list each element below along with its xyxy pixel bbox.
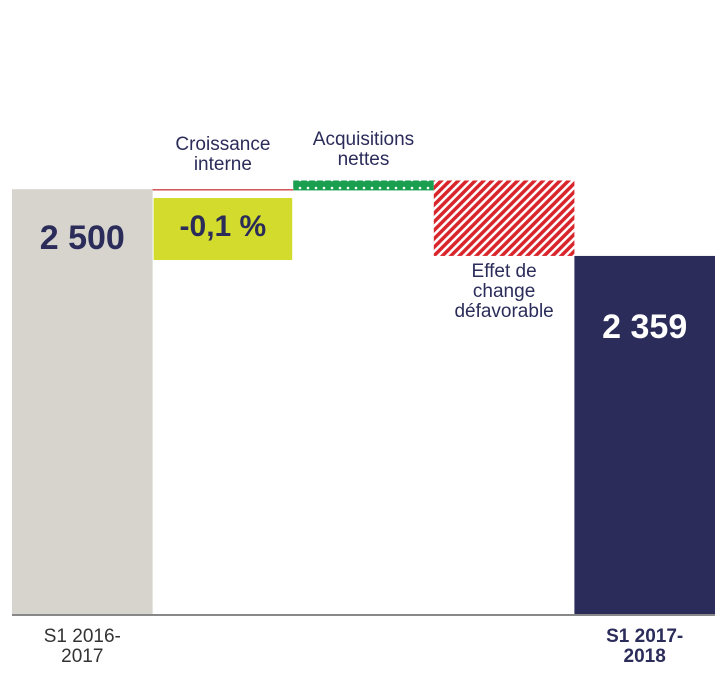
bar bbox=[293, 180, 434, 191]
category-label: Effet de change défavorable bbox=[454, 261, 554, 322]
x-tick-label: S1 2017-2018 bbox=[606, 626, 684, 667]
value-label: 2 500 bbox=[39, 219, 125, 258]
category-label: Acquisitions nettes bbox=[312, 129, 415, 170]
x-tick-label: S1 2016-2017 bbox=[43, 626, 121, 667]
bar bbox=[433, 180, 575, 256]
value-label: 2 359 bbox=[602, 307, 688, 346]
bar bbox=[152, 189, 294, 191]
annotation-box bbox=[153, 198, 293, 260]
bar bbox=[574, 255, 715, 615]
category-label: Croissance interne bbox=[175, 134, 271, 175]
annotation: -0,1 % bbox=[179, 210, 267, 243]
bar bbox=[12, 189, 153, 615]
